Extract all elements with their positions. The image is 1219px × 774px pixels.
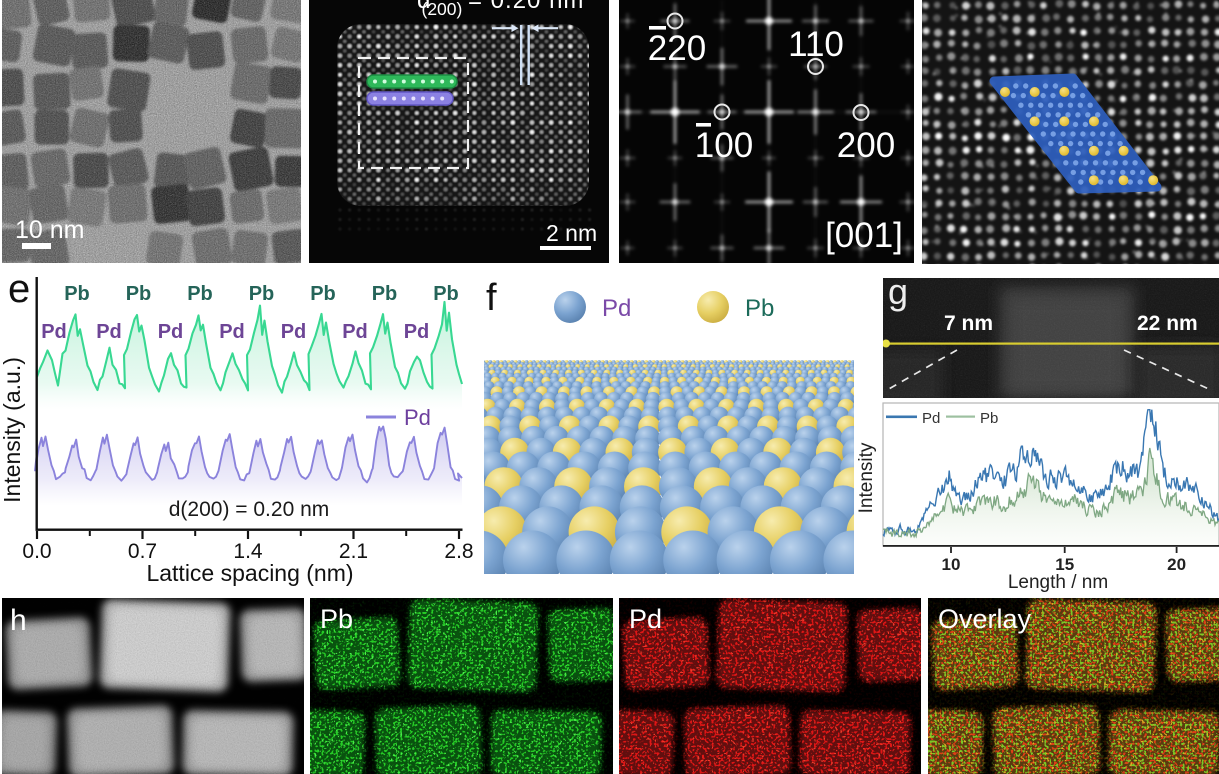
- svg-text:Pd: Pd: [281, 321, 307, 343]
- svg-text:d: d: [417, 0, 430, 14]
- svg-text:110: 110: [788, 25, 844, 64]
- svg-text:220: 220: [648, 29, 706, 68]
- svg-text:Pd: Pd: [629, 604, 662, 634]
- svg-text:Pd: Pd: [219, 321, 245, 343]
- svg-text:Pb: Pb: [320, 604, 353, 634]
- svg-text:Pb: Pb: [126, 283, 152, 305]
- svg-text:Pb: Pb: [249, 283, 275, 305]
- svg-text:Pd: Pd: [158, 321, 184, 343]
- svg-text:(200): (200): [422, 0, 463, 19]
- svg-text:e: e: [8, 267, 30, 311]
- svg-text:= 0.20 nm: = 0.20 nm: [468, 0, 584, 14]
- svg-text:f: f: [486, 277, 497, 319]
- svg-text:Pb: Pb: [64, 283, 90, 305]
- svg-text:Pb: Pb: [745, 295, 774, 322]
- svg-text:Pb: Pb: [433, 283, 459, 305]
- svg-text:Pd: Pd: [922, 410, 940, 427]
- svg-text:1.4: 1.4: [233, 540, 263, 563]
- svg-text:Pb: Pb: [372, 283, 398, 305]
- svg-text:Pd: Pd: [342, 321, 368, 343]
- svg-text:2 nm: 2 nm: [546, 220, 597, 246]
- svg-text:22 nm: 22 nm: [1137, 312, 1198, 335]
- svg-text:Pd: Pd: [404, 405, 431, 430]
- svg-text:Pb: Pb: [980, 410, 998, 427]
- svg-text:Intensity: Intensity: [858, 442, 877, 513]
- svg-text:Lattice spacing (nm): Lattice spacing (nm): [146, 560, 353, 586]
- svg-text:15: 15: [1055, 555, 1074, 574]
- svg-text:10: 10: [942, 555, 961, 574]
- svg-text:Pd: Pd: [96, 321, 122, 343]
- svg-text:Length / nm: Length / nm: [1008, 572, 1108, 593]
- svg-text:7 nm: 7 nm: [944, 312, 993, 335]
- svg-text:[001]: [001]: [825, 216, 903, 255]
- svg-text:h: h: [10, 604, 27, 637]
- svg-text:2.1: 2.1: [339, 540, 368, 563]
- svg-text:d(200) = 0.20 nm: d(200) = 0.20 nm: [169, 498, 330, 521]
- svg-text:Overlay: Overlay: [938, 604, 1032, 634]
- svg-text:0.0: 0.0: [22, 540, 51, 563]
- svg-text:Pd: Pd: [41, 321, 67, 343]
- svg-text:200: 200: [837, 126, 895, 165]
- svg-text:Pb: Pb: [310, 283, 336, 305]
- svg-text:Pd: Pd: [404, 321, 430, 343]
- svg-text:Intensity (a.u.): Intensity (a.u.): [0, 357, 25, 503]
- svg-text:g: g: [888, 278, 908, 312]
- svg-text:Pb: Pb: [187, 283, 213, 305]
- svg-text:100: 100: [695, 126, 753, 165]
- svg-text:2.8: 2.8: [444, 540, 473, 563]
- svg-text:20: 20: [1167, 555, 1186, 574]
- svg-text:Pd: Pd: [602, 295, 631, 322]
- svg-text:10 nm: 10 nm: [15, 216, 84, 244]
- svg-text:0.7: 0.7: [128, 540, 157, 563]
